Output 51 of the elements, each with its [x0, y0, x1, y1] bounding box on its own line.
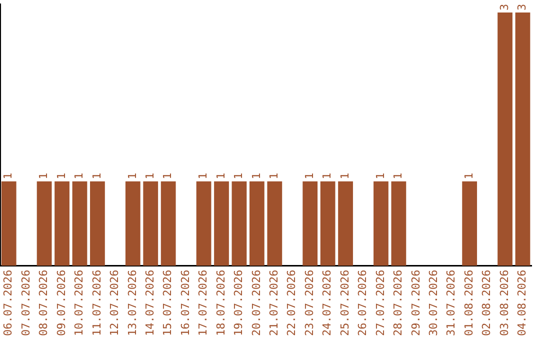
- data-label: 1: [392, 172, 405, 180]
- data-label: 1: [126, 172, 139, 180]
- data-label: 3: [498, 4, 511, 10]
- x-tick-label: 18.07.2026: [214, 270, 228, 336]
- x-tick-label: 27.07.2026: [374, 270, 387, 336]
- data-label: 1: [374, 172, 387, 180]
- data-label: 1: [338, 172, 352, 180]
- data-label: 1: [161, 172, 174, 180]
- data-label: 1: [72, 172, 86, 180]
- x-tick-label: 04.08.2026: [516, 270, 529, 336]
- data-label: 1: [214, 172, 228, 180]
- x-tick-label: 10.07.2026: [72, 270, 86, 336]
- data-label: 1: [302, 172, 316, 180]
- x-tick-label: 16.07.2026: [178, 270, 192, 336]
- x-tick-label: 09.07.2026: [54, 270, 68, 336]
- data-label: 1: [2, 172, 15, 180]
- data-label: 1: [196, 172, 210, 180]
- x-tick-label: 03.08.2026: [498, 270, 511, 336]
- x-tick-label: 21.07.2026: [268, 270, 281, 336]
- x-tick-label: 19.07.2026: [232, 270, 246, 336]
- x-tick-label: 15.07.2026: [161, 270, 174, 336]
- x-tick-label: 20.07.2026: [250, 270, 263, 336]
- data-label: 1: [54, 172, 68, 180]
- x-tick-label: 25.07.2026: [338, 270, 352, 336]
- x-tick-label: 22.07.2026: [285, 270, 298, 336]
- x-tick-label: 31.07.2026: [444, 270, 458, 336]
- data-label: 1: [268, 172, 281, 180]
- x-tick-label: 14.07.2026: [143, 270, 156, 336]
- data-label: 1: [90, 172, 104, 180]
- x-tick-label: 17.07.2026: [196, 270, 210, 336]
- data-label: 1: [37, 172, 50, 180]
- x-tick-label: 12.07.2026: [108, 270, 122, 336]
- x-tick-label: 11.07.2026: [90, 270, 104, 336]
- x-tick-label: 13.07.2026: [126, 270, 139, 336]
- x-tick-label: 24.07.2026: [320, 270, 334, 336]
- data-label: 1: [462, 172, 476, 180]
- x-tick-label: 23.07.2026: [302, 270, 316, 336]
- x-tick-label: 02.08.2026: [480, 270, 494, 336]
- x-tick-label: 29.07.2026: [409, 270, 422, 336]
- x-tick-label: 26.07.2026: [356, 270, 370, 336]
- data-label: 3: [516, 4, 529, 10]
- data-label: 1: [232, 172, 246, 180]
- data-label: 1: [320, 172, 334, 180]
- data-label: 1: [143, 172, 156, 180]
- x-tick-label: 01.08.2026: [462, 270, 476, 336]
- x-tick-label: 06.07.2026: [2, 270, 15, 336]
- x-tick-label: 08.07.2026: [37, 270, 50, 336]
- data-label: 1: [250, 172, 263, 180]
- x-tick-label: 28.07.2026: [392, 270, 405, 336]
- x-tick-label: 07.07.2026: [19, 270, 32, 336]
- x-tick-label: 30.07.2026: [426, 270, 440, 336]
